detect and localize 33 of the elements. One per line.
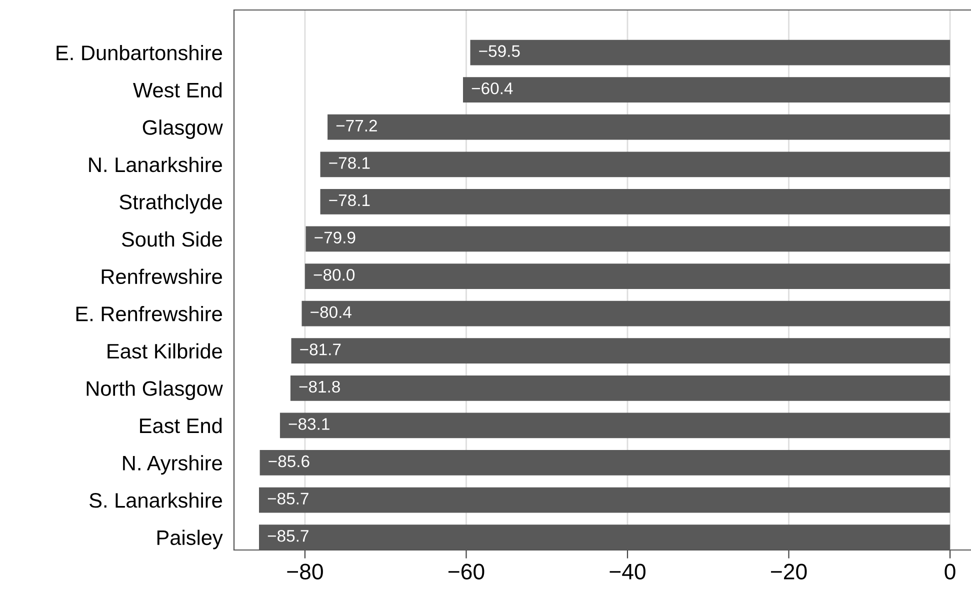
y-tick-label: North Glasgow xyxy=(86,380,223,400)
data-label: −78.1 xyxy=(329,157,370,169)
y-tick-label: E. Renfrewshire xyxy=(76,306,222,322)
y-tick-label: Paisley xyxy=(157,530,223,550)
y-tick-label: South Side xyxy=(122,231,222,247)
y-tick-label: Glasgow xyxy=(142,120,223,139)
data-label: −80.4 xyxy=(310,306,352,318)
data-label: −77.2 xyxy=(336,120,377,132)
x-tick-label: −60 xyxy=(448,564,484,580)
x-tick-label: −20 xyxy=(771,564,807,580)
data-label: −60.4 xyxy=(472,82,513,94)
data-label: −85.6 xyxy=(268,455,310,468)
x-tick-label: −80 xyxy=(287,564,323,580)
y-tick-label: N. Lanarkshire xyxy=(89,156,222,172)
y-tick-label: West End xyxy=(133,82,222,98)
data-label: −59.5 xyxy=(479,45,520,57)
y-tick-label: S. Lanarkshire xyxy=(90,492,222,508)
data-label: −78.1 xyxy=(329,194,370,206)
data-label: −79.9 xyxy=(314,232,356,244)
data-label: −80.0 xyxy=(314,268,355,281)
y-tick-label: East Kilbride xyxy=(108,343,222,359)
data-label: −85.7 xyxy=(268,492,308,504)
data-label: −81.8 xyxy=(299,380,340,393)
y-tick-label: Strathclyde xyxy=(120,194,222,214)
y-tick-label: East End xyxy=(140,418,222,434)
x-tick-label: −40 xyxy=(610,564,646,580)
data-label: −81.7 xyxy=(300,344,341,356)
y-tick-label: Renfrewshire xyxy=(102,268,222,284)
y-tick-label: N. Ayrshire xyxy=(123,455,222,475)
x-tick-label: 0 xyxy=(944,564,956,580)
data-label: −85.7 xyxy=(268,530,308,542)
data-label: −83.1 xyxy=(288,418,330,430)
y-tick-label: E. Dunbartonshire xyxy=(56,44,222,60)
